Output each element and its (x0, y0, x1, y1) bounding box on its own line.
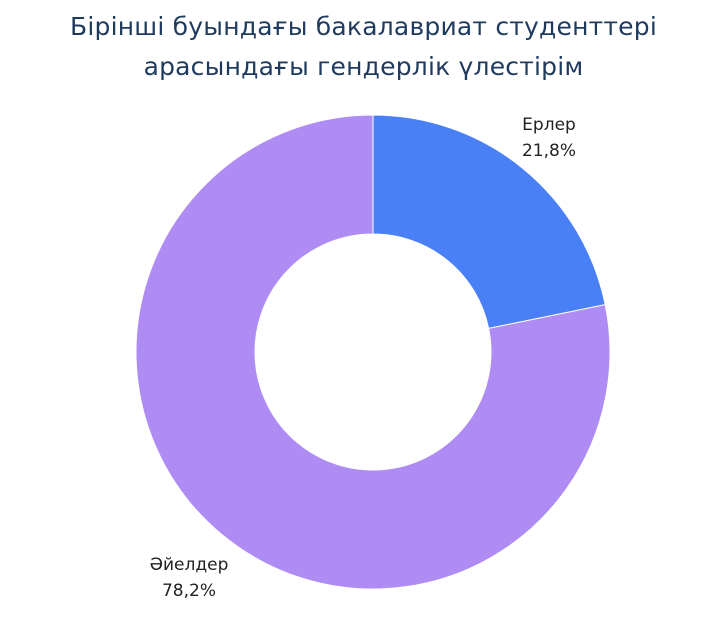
slice-label-value-women: 78,2% (162, 581, 216, 601)
slice-label-value-men: 21,8% (522, 141, 576, 161)
chart-title-line-1: Бірінші буындағы бакалавриат студенттері (70, 12, 657, 41)
slice-label-name-men: Ерлер (522, 115, 576, 135)
labels-group: Ерлер 21,8% Әйелдер 78,2% (150, 115, 576, 601)
slice-women (135, 114, 611, 590)
chart-title-line-2: арасындағы гендерлік үлестірім (143, 52, 584, 81)
slice-men (372, 114, 606, 330)
slices-group (135, 114, 611, 590)
slice-label-name-women: Әйелдер (150, 555, 229, 575)
